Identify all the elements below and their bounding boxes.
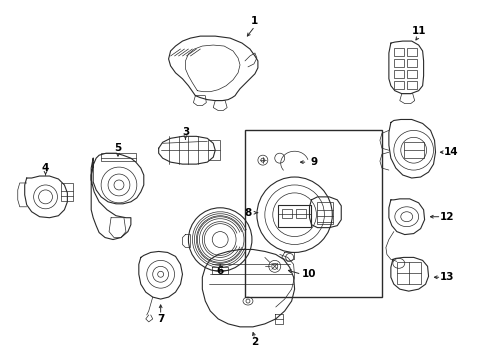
Text: 3: 3 xyxy=(182,127,189,138)
Bar xyxy=(61,183,73,201)
Text: 12: 12 xyxy=(439,212,454,222)
Bar xyxy=(317,202,333,224)
Text: 9: 9 xyxy=(310,157,317,167)
Bar xyxy=(295,209,305,218)
Text: 4: 4 xyxy=(42,163,49,173)
Bar xyxy=(281,209,291,218)
Bar xyxy=(406,48,416,56)
Bar xyxy=(393,70,403,78)
Bar xyxy=(393,48,403,56)
Text: 8: 8 xyxy=(244,208,251,218)
Bar xyxy=(406,81,416,89)
Text: 14: 14 xyxy=(443,147,458,157)
Text: 1: 1 xyxy=(251,16,258,26)
Text: 13: 13 xyxy=(439,272,454,282)
Text: 7: 7 xyxy=(157,314,164,324)
Bar xyxy=(403,142,423,158)
Text: 10: 10 xyxy=(302,269,316,279)
Bar xyxy=(277,205,311,227)
Text: 5: 5 xyxy=(114,143,122,153)
Text: 2: 2 xyxy=(251,337,258,347)
Bar xyxy=(101,153,136,161)
Bar xyxy=(396,262,420,284)
Bar xyxy=(393,81,403,89)
Bar xyxy=(406,59,416,67)
Text: 11: 11 xyxy=(410,26,425,36)
Text: 6: 6 xyxy=(216,266,224,276)
Bar xyxy=(406,70,416,78)
Bar xyxy=(208,140,220,160)
Bar xyxy=(244,130,381,297)
Bar xyxy=(393,59,403,67)
